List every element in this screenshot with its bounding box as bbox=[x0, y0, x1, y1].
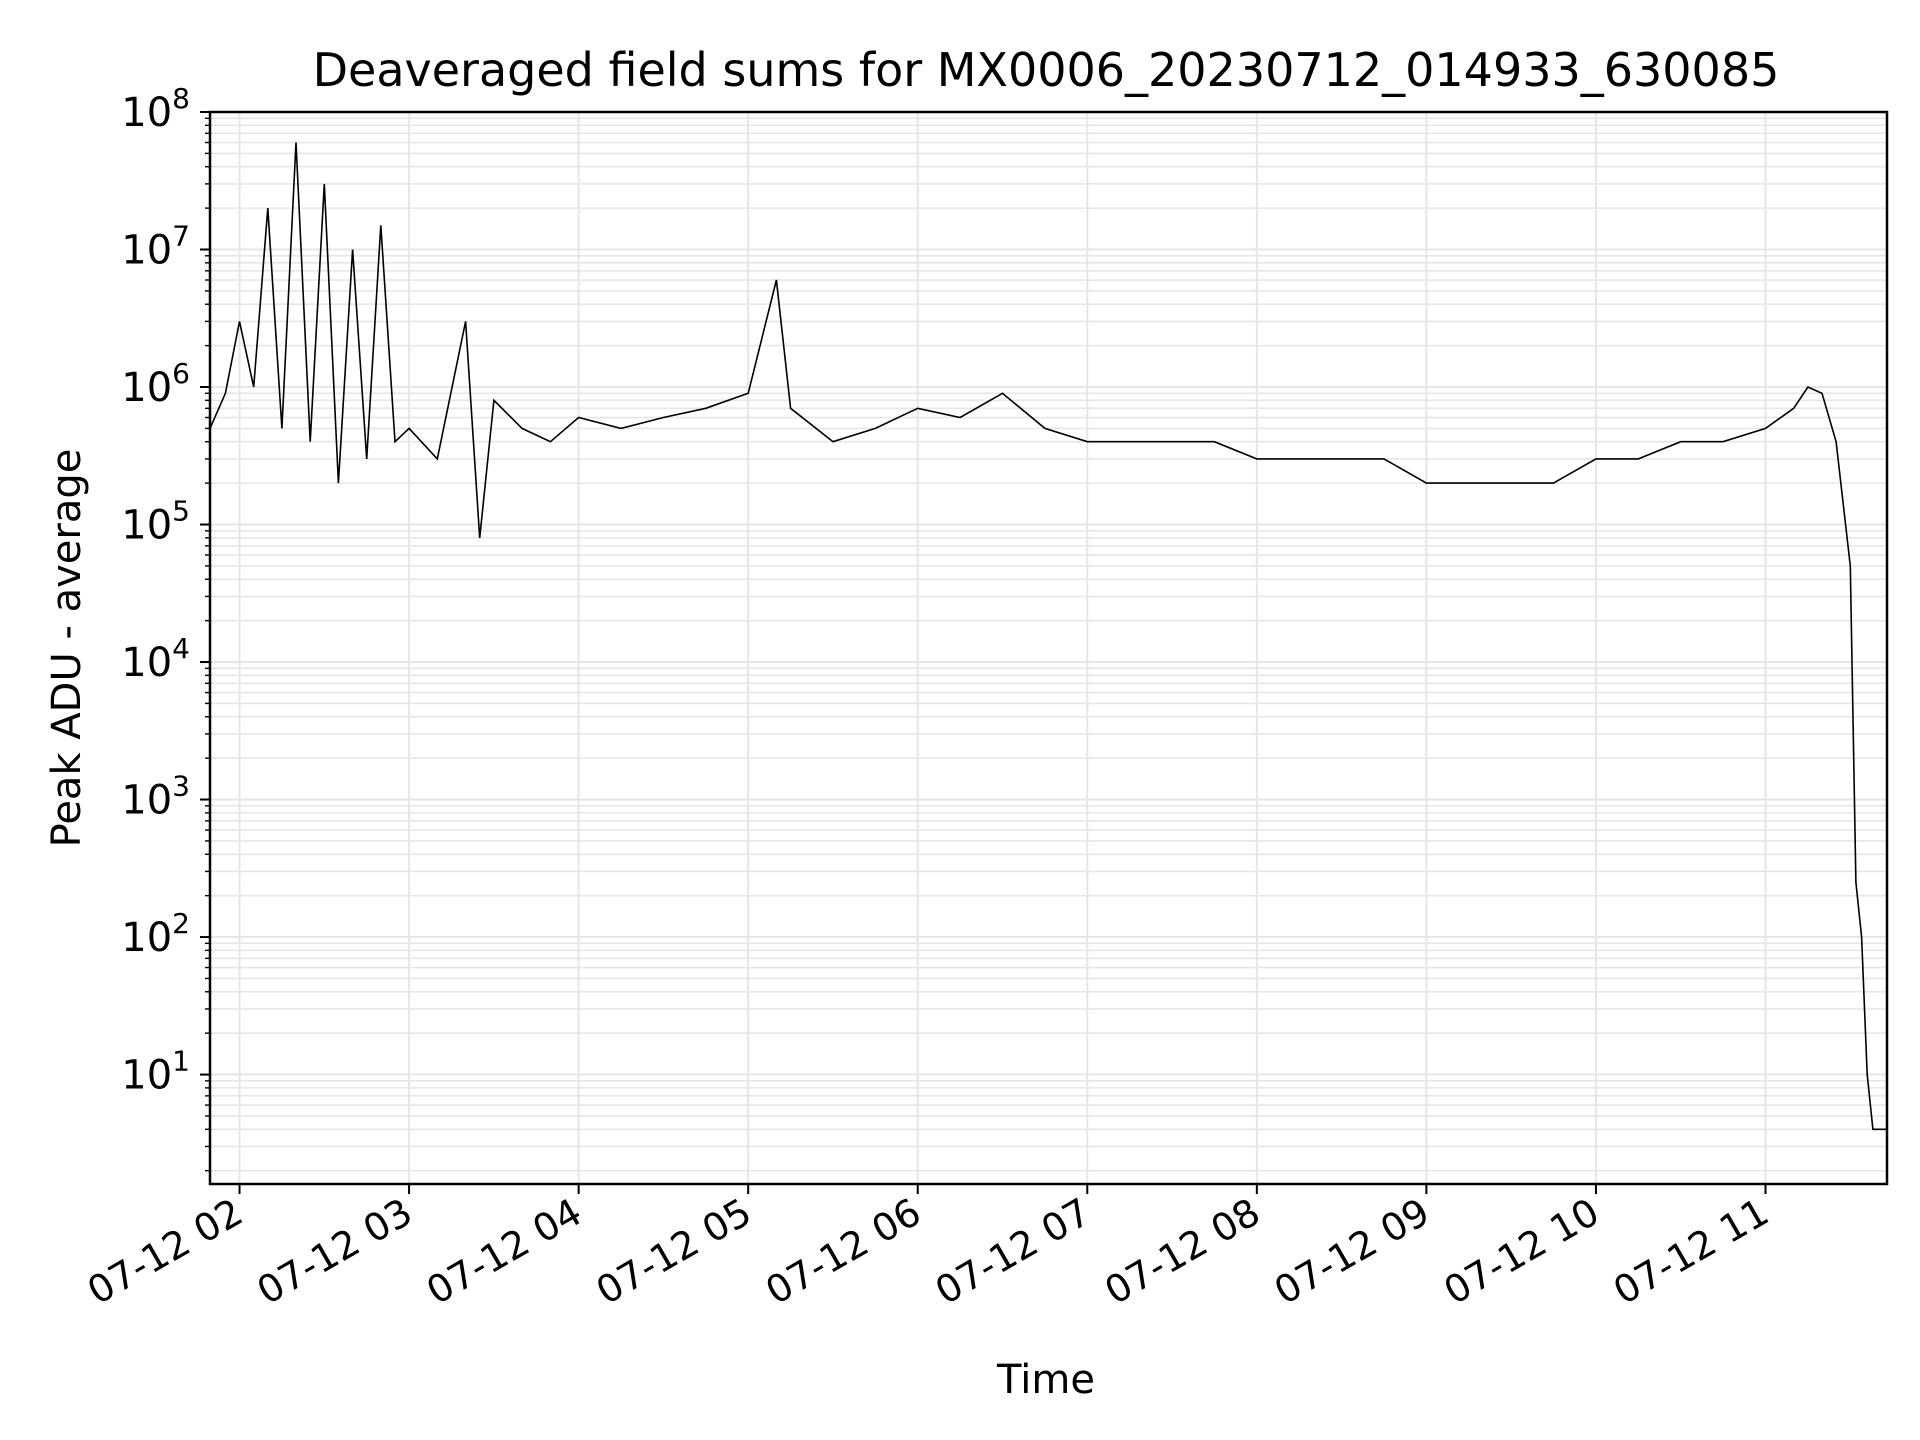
chart-title: Deaveraged field sums for MX0006_2023071… bbox=[313, 43, 1780, 97]
x-tick-label: 07-12 08 bbox=[1097, 1190, 1267, 1314]
y-tick-label: 105 bbox=[121, 495, 190, 549]
series-line bbox=[209, 142, 1887, 1131]
y-tick-label: 107 bbox=[121, 220, 190, 274]
y-axis-label: Peak ADU - average bbox=[44, 449, 90, 848]
y-tick-label: 102 bbox=[121, 907, 190, 961]
grid bbox=[210, 111, 1887, 1184]
x-tick-label: 07-12 11 bbox=[1606, 1190, 1776, 1314]
data-series bbox=[209, 142, 1887, 1131]
y-axis: 101 102 103 104 105 106 107 108 bbox=[121, 82, 210, 1172]
x-tick-label: 07-12 09 bbox=[1267, 1190, 1437, 1314]
x-tick-label: 07-12 04 bbox=[419, 1190, 589, 1314]
y-tick-label: 108 bbox=[121, 82, 190, 136]
x-tick-label: 07-12 10 bbox=[1436, 1190, 1606, 1314]
y-tick-label: 104 bbox=[121, 632, 190, 686]
x-tick-label: 07-12 02 bbox=[80, 1190, 250, 1314]
x-tick-label: 07-12 03 bbox=[250, 1190, 420, 1314]
y-tick-label: 101 bbox=[121, 1045, 190, 1099]
plot-frame bbox=[208, 110, 1889, 1186]
x-axis-label: Time bbox=[996, 1357, 1095, 1403]
x-tick-label: 07-12 06 bbox=[758, 1190, 928, 1314]
y-tick-label: 106 bbox=[121, 357, 190, 411]
x-tick-label: 07-12 07 bbox=[928, 1190, 1098, 1314]
x-axis: 07-12 02 07-12 03 07-12 04 07-12 05 07-12 06… bbox=[80, 1184, 1776, 1313]
y-tick-label: 103 bbox=[121, 770, 190, 824]
x-tick-label: 07-12 05 bbox=[589, 1190, 759, 1314]
